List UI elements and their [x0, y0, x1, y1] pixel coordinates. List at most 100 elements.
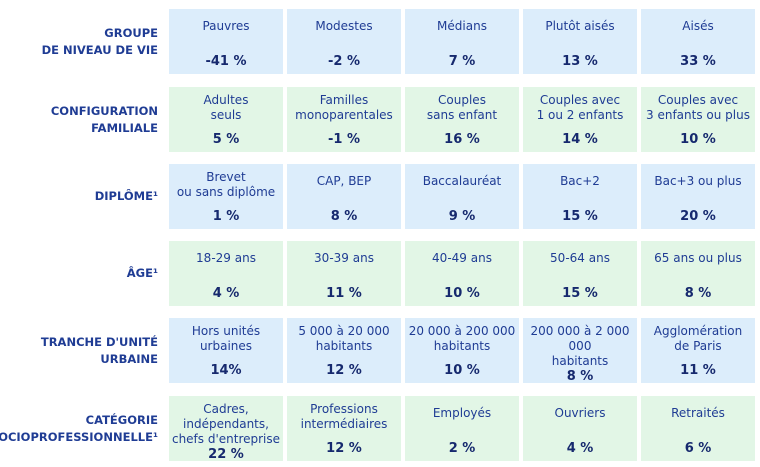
cell-value: 4 % — [566, 441, 594, 456]
cell-category: Médians — [437, 19, 487, 33]
table-cell: CAP, BEP 8 % — [287, 164, 401, 229]
table-cell: 20 000 à 200 000 habitants 10 % — [405, 318, 519, 383]
cell-category: Ouvriers — [554, 406, 606, 420]
cell-value: 8 % — [330, 209, 358, 224]
row-label: CATÉGORIE SOCIOPROFESSIONNELLE¹ — [0, 412, 158, 444]
table-cell: Hors unités urbaines 14% — [169, 318, 283, 383]
cell-value: -2 % — [328, 54, 360, 69]
cell-category: Couples avec 3 enfants ou plus — [646, 93, 750, 122]
row-label: DIPLÔME¹ — [94, 189, 158, 203]
cell-category: CAP, BEP — [316, 174, 372, 188]
table-cell: Bac+3 ou plus 20 % — [641, 164, 755, 229]
table-cell: Agglomération de Paris 11 % — [641, 318, 755, 383]
table-cell: Modestes -2 % — [287, 9, 401, 74]
cell-category: 18-29 ans — [196, 251, 256, 265]
cell-value: 7 % — [448, 54, 476, 69]
cell-category: Cadres, indépendants, chefs d'entreprise — [171, 402, 281, 446]
cell-category: 30-39 ans — [314, 251, 374, 265]
cell-value: 16 % — [444, 132, 480, 147]
cell-category: Brevet ou sans diplôme — [176, 170, 276, 199]
cell-category: Professions intermédiaires — [300, 402, 388, 431]
cell-value: 9 % — [448, 209, 476, 224]
table-cell: Brevet ou sans diplôme 1 % — [169, 164, 283, 229]
cell-value: 11 % — [326, 286, 362, 301]
cell-category: Couples avec 1 ou 2 enfants — [536, 93, 624, 122]
table-cell: 65 ans ou plus 8 % — [641, 241, 755, 306]
table-cell: 40-49 ans 10 % — [405, 241, 519, 306]
table-row: DIPLÔME¹ Brevet ou sans diplôme 1 % CAP, BEP… — [0, 164, 760, 229]
cell-value: 10 % — [680, 132, 716, 147]
table-cell: Professions intermédiaires 12 % — [287, 396, 401, 461]
cell-value: 5 % — [212, 132, 240, 147]
cell-value: 1 % — [212, 209, 240, 224]
cell-category: Retraités — [671, 406, 725, 420]
cell-value: 13 % — [562, 54, 598, 69]
cell-value: 2 % — [448, 441, 476, 456]
cell-category: Modestes — [315, 19, 373, 33]
cell-value: 14 % — [562, 132, 598, 147]
row-label: CONFIGURATION FAMILIALE — [50, 103, 158, 135]
cell-category: Aisés — [682, 19, 714, 33]
cell-category: Hors unités urbaines — [191, 324, 261, 353]
cell-category: Pauvres — [202, 19, 250, 33]
cell-value: 14% — [210, 363, 242, 378]
cell-category: Bac+2 — [560, 174, 600, 188]
table-cell: Plutôt aisés 13 % — [523, 9, 637, 74]
row-label: GROUPE DE NIVEAU DE VIE — [41, 25, 158, 57]
cell-value: 15 % — [562, 286, 598, 301]
table-cell: 18-29 ans 4 % — [169, 241, 283, 306]
cell-category: 20 000 à 200 000 habitants — [408, 324, 516, 353]
table-cell: 5 000 à 20 000 habitants 12 % — [287, 318, 401, 383]
table-row: ÂGE¹ 18-29 ans 4 % 30-39 ans 11 % 40-49 ans 10… — [0, 241, 760, 306]
table-row: CONFIGURATION FAMILIALE Adultes seuls 5 % Fam… — [0, 87, 760, 152]
cell-category: Baccalauréat — [422, 174, 502, 188]
table-row: GROUPE DE NIVEAU DE VIE Pauvres -41 % Modest… — [0, 9, 760, 74]
cell-category: 200 000 à 2 000 000 habitants — [530, 324, 630, 368]
table-cell: 200 000 à 2 000 000 habitants 8 % — [523, 318, 637, 384]
cell-category: 50-64 ans — [550, 251, 610, 265]
cell-category: Plutôt aisés — [545, 19, 615, 33]
table-cell: Aisés 33 % — [641, 9, 755, 74]
cell-value: 4 % — [212, 286, 240, 301]
table-cell: 50-64 ans 15 % — [523, 241, 637, 306]
row-label: TRANCHE D'UNITÉ URBAINE — [40, 334, 158, 366]
cell-category: 5 000 à 20 000 habitants — [298, 324, 390, 353]
table-cell: 30-39 ans 11 % — [287, 241, 401, 306]
cell-value: 10 % — [444, 363, 480, 378]
table-cell: Couples avec 3 enfants ou plus 10 % — [641, 87, 755, 152]
table-cell: Ouvriers 4 % — [523, 396, 637, 461]
cell-value: 20 % — [680, 209, 716, 224]
table-cell: Couples sans enfant 16 % — [405, 87, 519, 152]
cell-category: 65 ans ou plus — [654, 251, 742, 265]
cell-category: Employés — [432, 406, 492, 420]
table-cell: Bac+2 15 % — [523, 164, 637, 229]
cell-value: 10 % — [444, 286, 480, 301]
row-label: ÂGE¹ — [126, 266, 158, 280]
cell-category: Couples sans enfant — [426, 93, 498, 122]
cell-category: Familles monoparentales — [295, 93, 393, 122]
cell-value: -1 % — [328, 132, 360, 147]
table-row: CATÉGORIE SOCIOPROFESSIONNELLE¹ Cadres, ind… — [0, 396, 760, 462]
cell-value: 8 % — [566, 369, 594, 384]
table-cell: Cadres, indépendants, chefs d'entreprise 22… — [169, 396, 283, 462]
cell-value: 12 % — [326, 441, 362, 456]
cell-value: 8 % — [684, 286, 712, 301]
cell-category: Agglomération de Paris — [653, 324, 743, 353]
cell-value: 15 % — [562, 209, 598, 224]
cell-value: -41 % — [205, 54, 247, 69]
cell-value: 12 % — [326, 363, 362, 378]
cell-value: 22 % — [208, 447, 244, 462]
table-cell: Retraités 6 % — [641, 396, 755, 461]
cell-value: 6 % — [684, 441, 712, 456]
table-row: TRANCHE D'UNITÉ URBAINE Hors unités urbaine… — [0, 318, 760, 384]
cell-category: Bac+3 ou plus — [654, 174, 742, 188]
cell-value: 11 % — [680, 363, 716, 378]
table-cell: Couples avec 1 ou 2 enfants 14 % — [523, 87, 637, 152]
cell-category: Adultes seuls — [203, 93, 249, 122]
table-cell: Employés 2 % — [405, 396, 519, 461]
cell-value: 33 % — [680, 54, 716, 69]
table-cell: Baccalauréat 9 % — [405, 164, 519, 229]
table-cell: Pauvres -41 % — [169, 9, 283, 74]
cell-category: 40-49 ans — [432, 251, 492, 265]
table-cell: Adultes seuls 5 % — [169, 87, 283, 152]
